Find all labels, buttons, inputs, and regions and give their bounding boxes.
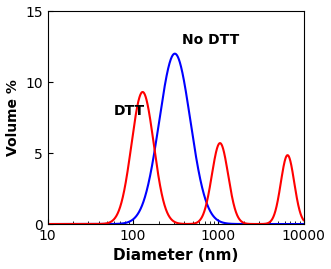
- Text: No DTT: No DTT: [182, 33, 240, 47]
- X-axis label: Diameter (nm): Diameter (nm): [113, 249, 238, 263]
- Y-axis label: Volume %: Volume %: [6, 79, 20, 156]
- Text: DTT: DTT: [114, 104, 145, 118]
